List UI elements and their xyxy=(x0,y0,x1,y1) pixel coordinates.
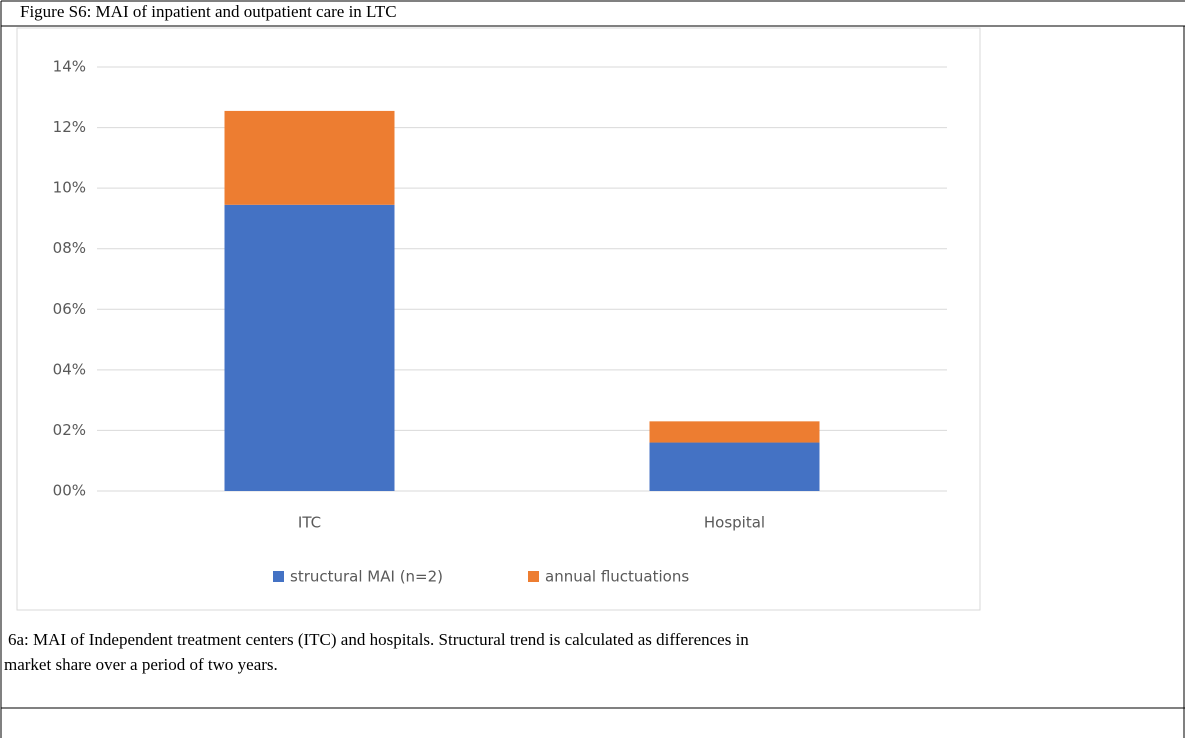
bar-segment xyxy=(224,110,395,205)
caption: 6a: MAI of Independent treatment centers… xyxy=(8,630,749,649)
y-tick-label: 02% xyxy=(53,421,86,439)
y-tick-label: 00% xyxy=(53,482,86,500)
y-tick-label: 08% xyxy=(53,239,86,257)
y-tick-label: 14% xyxy=(53,58,86,76)
x-tick-label: Hospital xyxy=(704,514,765,532)
caption: market share over a period of two years. xyxy=(4,655,278,674)
bar-segment xyxy=(649,442,820,491)
figure-title: Figure S6: MAI of inpatient and outpatie… xyxy=(20,2,397,21)
legend-label: annual fluctuations xyxy=(545,568,689,586)
bar-segment xyxy=(224,204,395,492)
legend-label: structural MAI (n=2) xyxy=(290,568,443,586)
chart-frame xyxy=(16,27,981,611)
y-tick-label: 06% xyxy=(53,300,86,318)
y-tick-label: 10% xyxy=(53,179,86,197)
bar-segment xyxy=(649,421,820,443)
y-tick-label: 04% xyxy=(53,360,86,378)
y-tick-label: 12% xyxy=(53,118,86,136)
legend-swatch xyxy=(273,571,284,582)
x-tick-label: ITC xyxy=(298,514,321,532)
legend-swatch xyxy=(528,571,539,582)
